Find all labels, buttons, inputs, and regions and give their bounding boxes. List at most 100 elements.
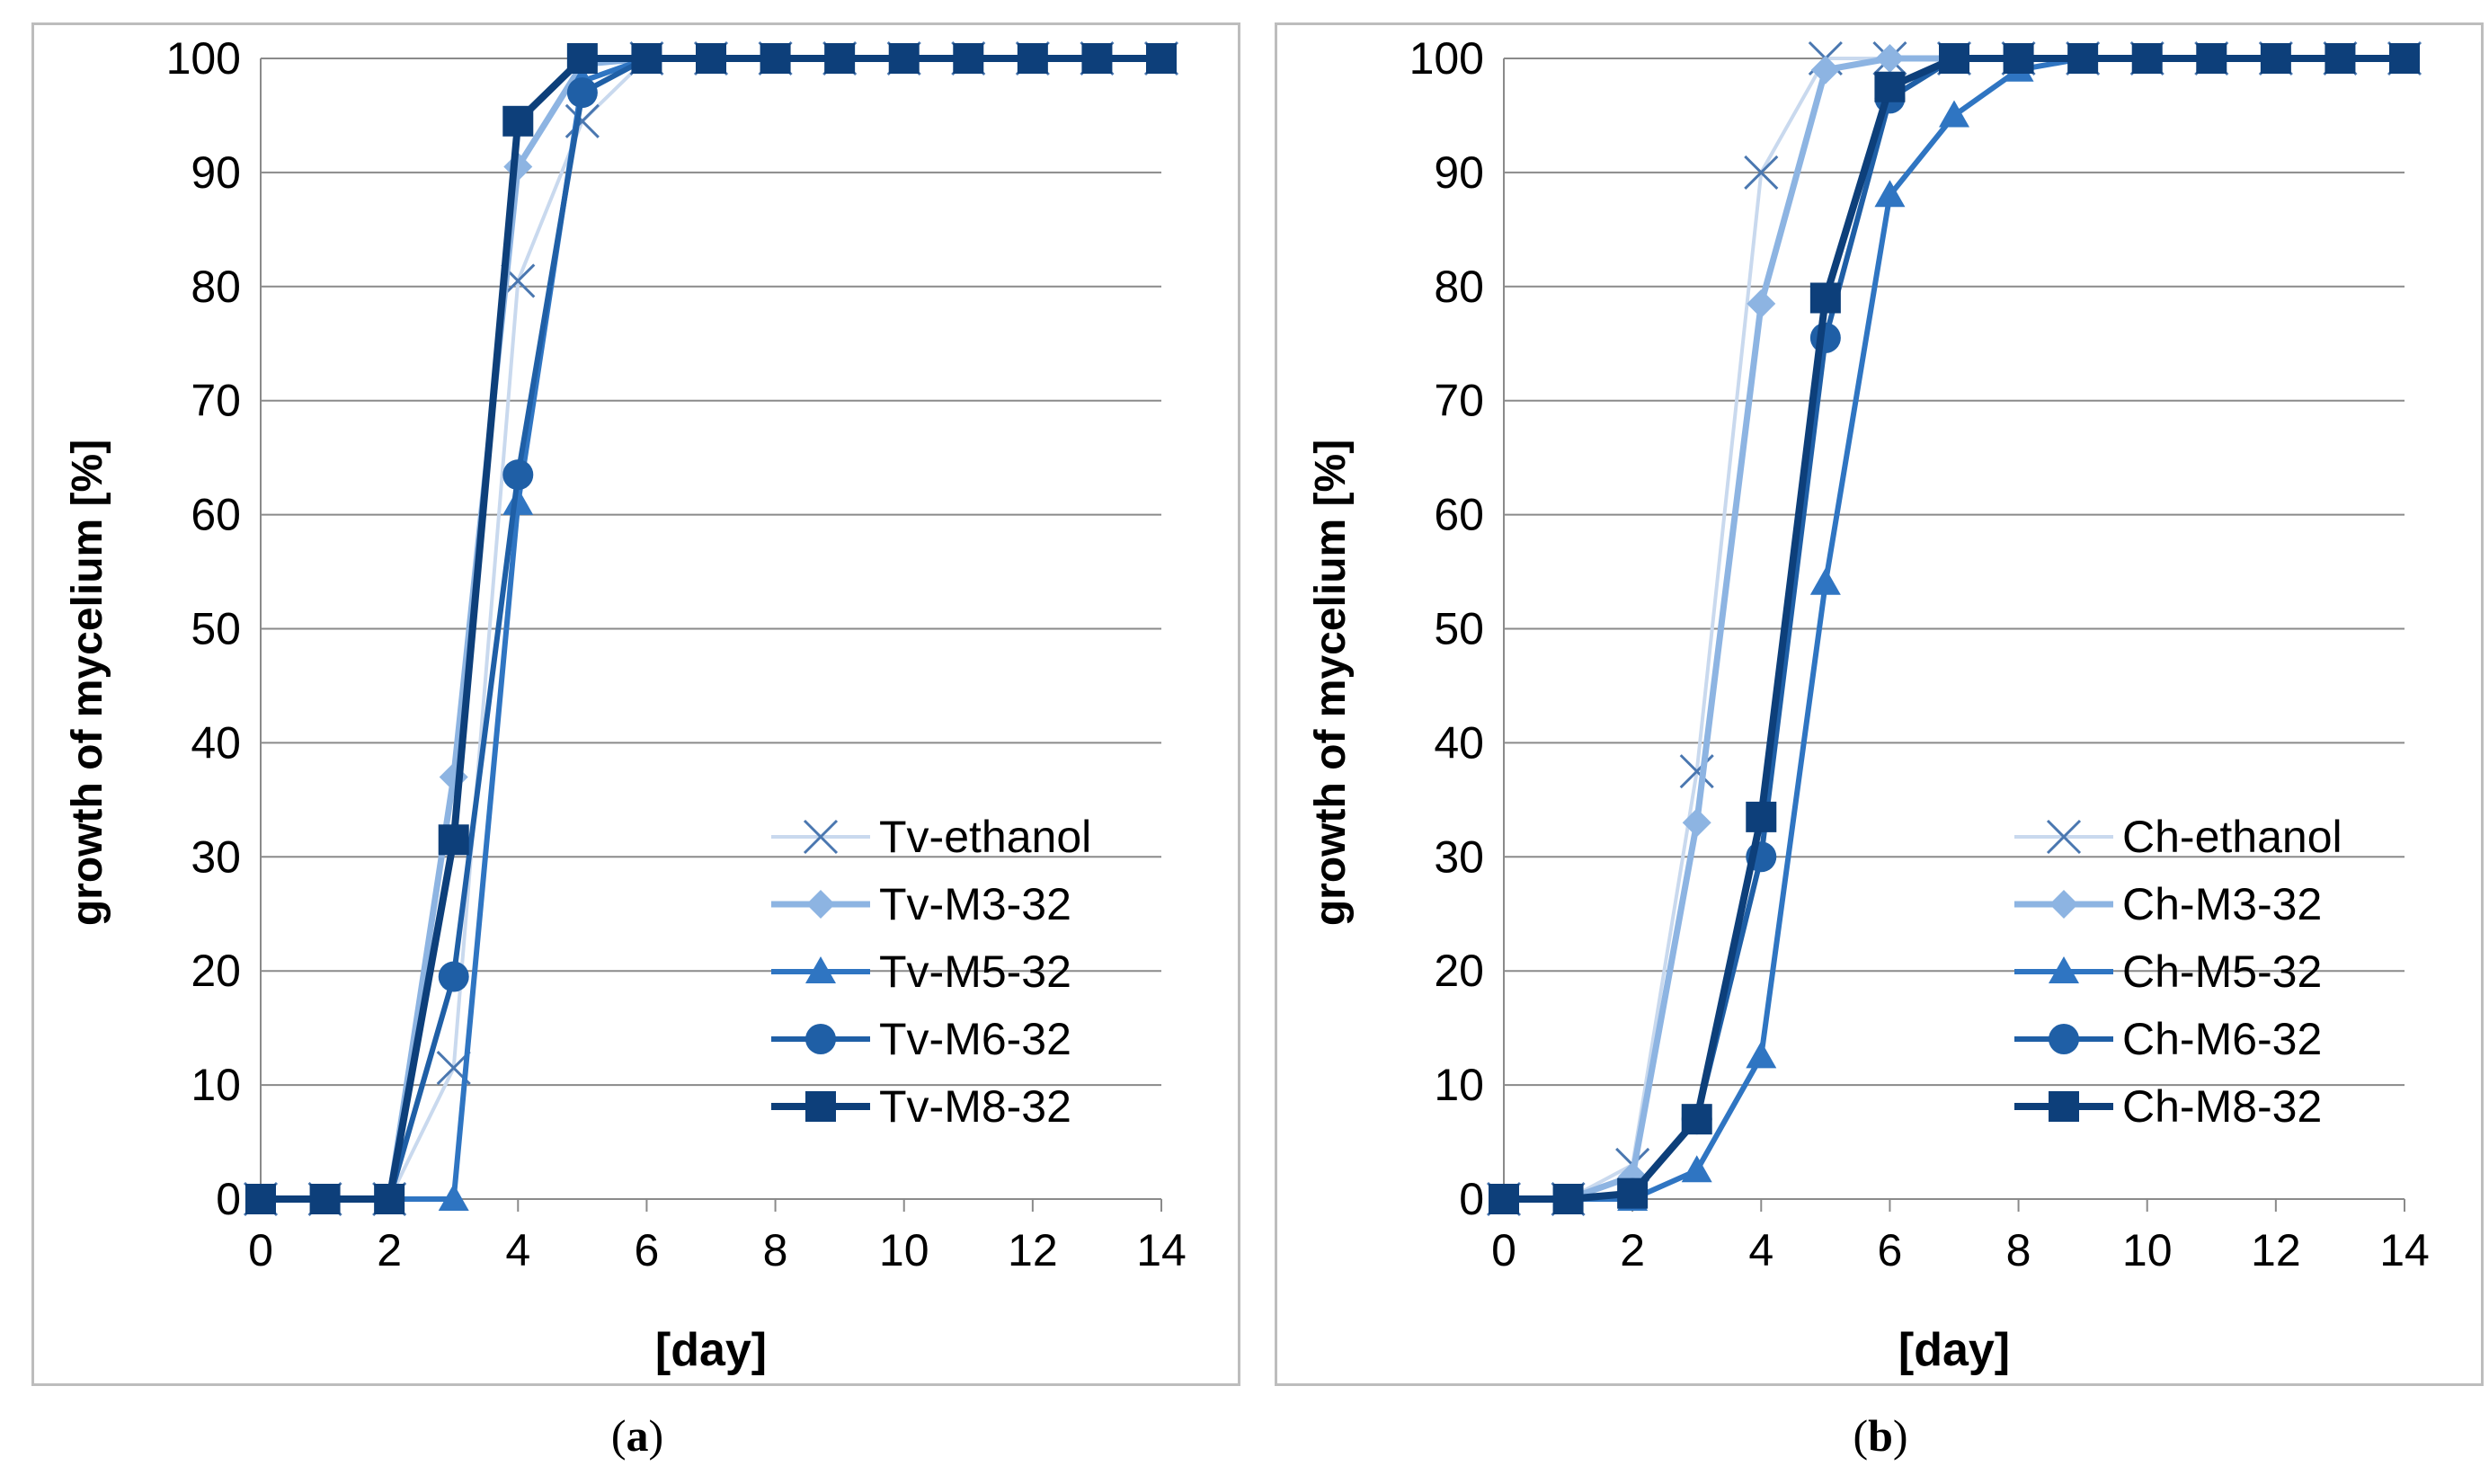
y-tick-label-90: 90 (191, 147, 241, 198)
data-point-tv-m8-32-5 (566, 43, 598, 74)
data-point-ch-m8-32-14 (2389, 43, 2420, 74)
caption-a-open: ( (610, 1410, 627, 1461)
legend-item-tv-m8-32: Tv-M8-32 (771, 1081, 1071, 1132)
y-tick-label-40: 40 (191, 717, 241, 768)
data-point-tv-m8-32-8 (760, 43, 791, 74)
legend-item-ch-ethanol: Ch-ethanol (2014, 812, 2342, 862)
legend-label-tv-ethanol: Tv-ethanol (879, 812, 1091, 862)
x-axis-title-a: [day] (655, 1324, 767, 1376)
legend-marker-ch-m5-32 (2049, 956, 2079, 983)
x-tick-label-12: 12 (2251, 1225, 2301, 1275)
legend-marker-ch-ethanol (2046, 819, 2082, 855)
caption-b: (b) (1791, 1409, 1970, 1462)
y-tick-label-50: 50 (191, 604, 241, 654)
x-tick-label-12: 12 (1008, 1225, 1058, 1275)
caption-b-letter: b (1868, 1410, 1893, 1461)
series-ch-m8-32 (1489, 43, 2420, 1214)
chart-panel-a: 0 10 20 30 40 50 60 70 80 90 100 0 2 4 6 8 10 12 14 [day] gr… (31, 22, 1240, 1386)
legend-marker-tv-m6-32 (805, 1024, 836, 1054)
legend-marker-tv-ethanol (803, 819, 839, 855)
legend-marker-tv-m3-32 (806, 890, 835, 919)
legend-marker-ch-m3-32 (2049, 890, 2078, 919)
data-point-ch-m3-32-4 (1747, 289, 1776, 318)
y-tick-label-30: 30 (1434, 831, 1484, 882)
legend-label-ch-m5-32: Ch-M5-32 (2122, 946, 2322, 997)
legend-item-tv-m6-32: Tv-M6-32 (771, 1014, 1071, 1064)
data-point-tv-m6-32-5 (566, 77, 598, 109)
data-point-ch-m8-32-13 (2325, 43, 2356, 74)
x-tick-label-0: 0 (1491, 1225, 1516, 1275)
data-point-ch-m8-32-11 (2196, 43, 2227, 74)
data-point-ch-m5-32-6 (1874, 180, 1906, 208)
x-tick-label-0: 0 (248, 1225, 273, 1275)
y-tick-label-70: 70 (191, 376, 241, 426)
data-point-ch-m8-32-7 (1939, 43, 1969, 74)
data-point-tv-m5-32-3 (438, 1184, 469, 1211)
y-tick-label-30: 30 (191, 831, 241, 882)
data-point-ch-m8-32-3 (1681, 1104, 1712, 1135)
x-tick-label-4: 4 (505, 1225, 530, 1275)
data-point-ch-m8-32-0 (1489, 1184, 1519, 1214)
legend-a: Tv-ethanol Tv-M3-32 Tv-M5-32 Tv-M6-32 Tv-M8-… (771, 812, 1091, 1132)
y-tick-label-40: 40 (1434, 717, 1484, 768)
y-tick-label-0: 0 (216, 1174, 241, 1224)
caption-a-close: ) (648, 1410, 664, 1461)
legend-label-ch-ethanol: Ch-ethanol (2122, 812, 2342, 862)
legend-item-ch-m8-32: Ch-M8-32 (2014, 1081, 2322, 1132)
caption-b-close: ) (1892, 1410, 1908, 1461)
data-point-tv-m8-32-2 (374, 1184, 405, 1214)
y-tick-label-10: 10 (1434, 1060, 1484, 1110)
data-point-ch-m8-32-8 (2003, 43, 2034, 74)
y-tick-label-20: 20 (191, 946, 241, 996)
data-point-ch-m3-32-5 (1810, 55, 1840, 84)
legend-item-ch-m6-32: Ch-M6-32 (2014, 1014, 2322, 1064)
caption-b-open: ( (1853, 1410, 1869, 1461)
y-tick-label-10: 10 (191, 1060, 241, 1110)
data-point-tv-m8-32-9 (824, 43, 856, 74)
y-axis-title-b: growth of mycelium [%] (1307, 440, 1355, 926)
data-point-tv-m8-32-13 (1081, 43, 1113, 74)
legend-item-ch-m3-32: Ch-M3-32 (2014, 879, 2322, 929)
data-point-ch-m8-32-12 (2260, 43, 2291, 74)
data-point-tv-ethanol-5 (564, 103, 600, 138)
legend-label-tv-m3-32: Tv-M3-32 (879, 879, 1071, 929)
data-point-ch-m8-32-4 (1746, 801, 1777, 832)
data-point-ch-m8-32-2 (1617, 1177, 1649, 1209)
legend-item-ch-m5-32: Ch-M5-32 (2014, 946, 2322, 997)
data-point-tv-m8-32-6 (631, 43, 662, 74)
x-tick-label-10: 10 (879, 1225, 929, 1275)
legend-item-tv-m3-32: Tv-M3-32 (771, 879, 1071, 929)
x-tick-label-10: 10 (2122, 1225, 2173, 1275)
legend-label-ch-m3-32: Ch-M3-32 (2122, 879, 2322, 929)
data-point-tv-m8-32-7 (696, 43, 726, 74)
caption-a-letter: a (626, 1410, 649, 1461)
series-tv-m8-32 (245, 43, 1177, 1214)
data-point-ch-ethanol-4 (1744, 155, 1779, 190)
line-chart-a: 0 10 20 30 40 50 60 70 80 90 100 0 2 4 6 8 10 12 14 [day] gr… (64, 33, 1187, 1376)
data-point-ch-m3-32-6 (1875, 44, 1905, 73)
y-tick-label-70: 70 (1434, 376, 1484, 426)
legend-label-tv-m5-32: Tv-M5-32 (879, 946, 1071, 997)
legend-item-tv-ethanol: Tv-ethanol (771, 812, 1091, 862)
legend-marker-tv-m8-32 (805, 1091, 836, 1122)
data-point-ch-m8-32-10 (2131, 43, 2163, 74)
x-tick-label-6: 6 (1878, 1225, 1903, 1275)
data-point-ch-m5-32-5 (1809, 567, 1841, 595)
line-chart-b: 0 10 20 30 40 50 60 70 80 90 100 0 2 4 6 8 10 12 14 [day] gr… (1307, 33, 2430, 1376)
y-tick-label-100: 100 (1409, 33, 1484, 84)
data-point-ch-m8-32-9 (2067, 43, 2099, 74)
legend-label-ch-m6-32: Ch-M6-32 (2122, 1014, 2322, 1064)
data-point-ch-m8-32-6 (1874, 71, 1906, 102)
caption-a: (a) (547, 1409, 727, 1462)
y-tick-label-80: 80 (1434, 262, 1484, 312)
data-point-ch-m8-32-1 (1552, 1184, 1584, 1214)
data-point-tv-m8-32-3 (438, 824, 469, 856)
y-tick-label-0: 0 (1459, 1174, 1484, 1224)
y-tick-label-60: 60 (1434, 490, 1484, 540)
data-point-ch-m5-32-4 (1746, 1041, 1777, 1069)
x-tick-label-8: 8 (763, 1225, 788, 1275)
data-point-tv-m6-32-3 (438, 961, 469, 992)
y-tick-label-50: 50 (1434, 604, 1484, 654)
chart-panel-b: 0 10 20 30 40 50 60 70 80 90 100 0 2 4 6 8 10 12 14 [day] gr… (1275, 22, 2484, 1386)
data-point-tv-m8-32-14 (1146, 43, 1177, 74)
